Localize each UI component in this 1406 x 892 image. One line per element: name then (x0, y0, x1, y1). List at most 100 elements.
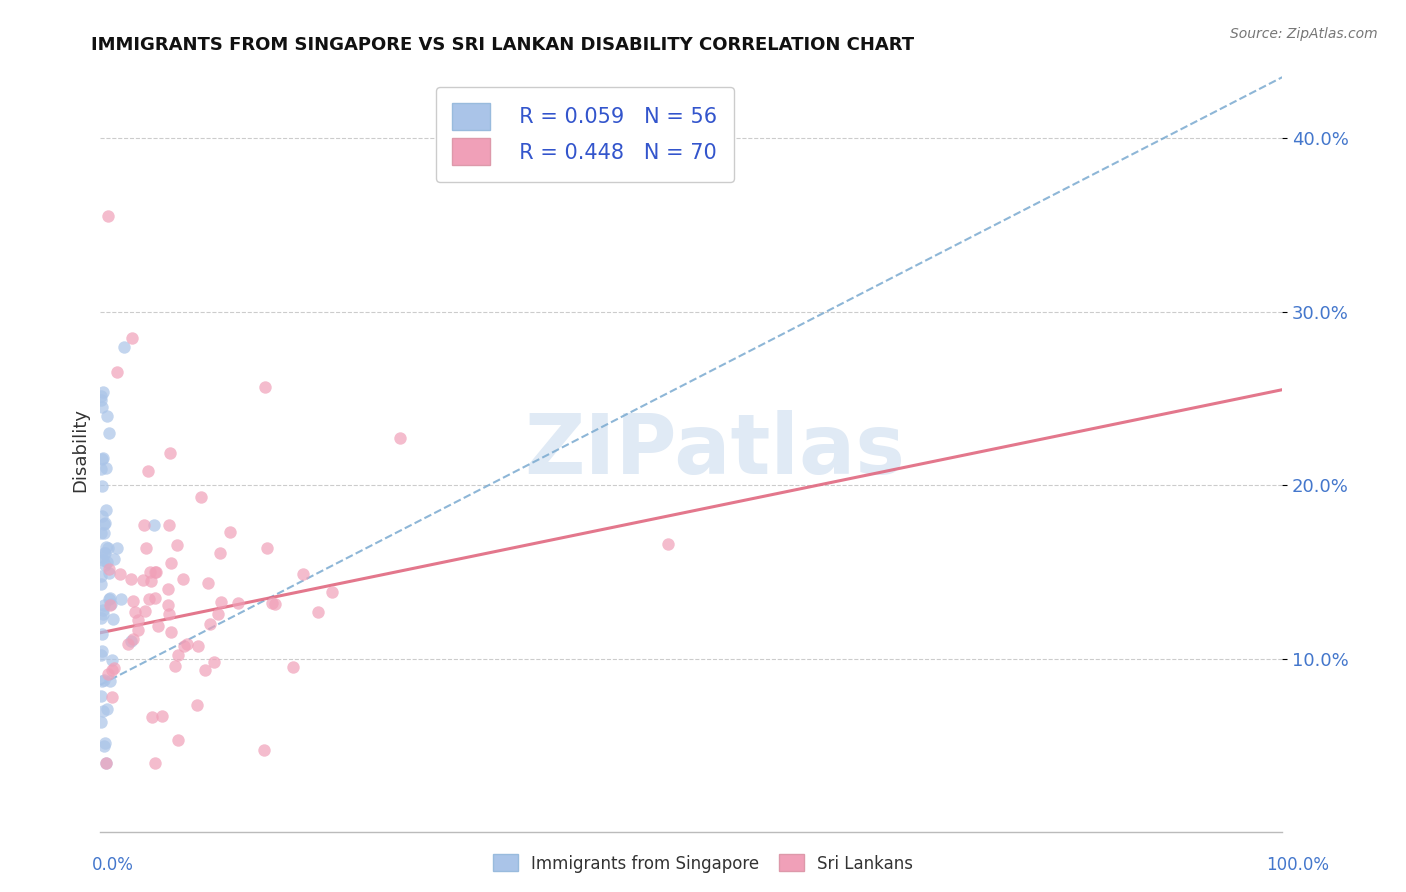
Point (93, 552, 115, 566)
Point (186, 698, 208, 712)
Point (97, 666, 120, 681)
Point (110, 591, 132, 606)
Point (146, 619, 169, 633)
Point (209, 594, 232, 608)
Point (94, 460, 117, 475)
Point (103, 552, 125, 566)
Point (93, 546, 115, 560)
Point (91, 607, 114, 622)
Point (264, 597, 287, 611)
Point (132, 518, 155, 533)
Point (157, 518, 180, 533)
Point (94, 756, 117, 770)
Point (96, 756, 118, 770)
Point (160, 624, 183, 639)
Point (194, 663, 217, 677)
Point (321, 584, 343, 599)
Point (90, 400, 112, 414)
Point (283, 659, 305, 673)
Point (139, 565, 162, 579)
Point (94, 736, 117, 750)
Point (96, 555, 118, 569)
Point (121, 594, 143, 608)
Point (91, 508, 114, 523)
Point (307, 605, 329, 619)
Point (135, 541, 157, 555)
Point (100, 690, 122, 704)
Point (94, 503, 117, 517)
Point (90, 452, 112, 467)
Point (122, 632, 145, 646)
Point (90, 569, 112, 583)
Point (254, 379, 277, 393)
Point (97, 425, 120, 440)
Point (198, 616, 221, 631)
Point (108, 567, 131, 582)
Point (91, 673, 114, 688)
Point (98, 591, 121, 606)
Point (159, 446, 181, 460)
Point (121, 330, 143, 344)
Legend:   R = 0.059   N = 56,   R = 0.448   N = 70: R = 0.059 N = 56, R = 0.448 N = 70 (436, 87, 734, 182)
Point (136, 465, 159, 479)
Point (176, 637, 198, 651)
Point (93, 558, 115, 572)
Point (124, 605, 146, 619)
Point (97, 566, 120, 580)
Text: Source: ZipAtlas.com: Source: ZipAtlas.com (1230, 27, 1378, 41)
Point (96, 540, 118, 554)
Point (90, 715, 112, 730)
Point (90, 525, 112, 540)
Point (101, 663, 124, 677)
Point (134, 604, 156, 618)
Point (145, 565, 167, 579)
Point (120, 573, 142, 587)
Point (93, 546, 115, 560)
Text: 0.0%: 0.0% (91, 855, 134, 873)
Point (209, 546, 232, 560)
Point (96, 701, 118, 715)
Text: ZIPatlas: ZIPatlas (524, 410, 905, 491)
Point (105, 541, 128, 555)
Point (143, 517, 166, 532)
Point (101, 612, 124, 626)
Point (260, 596, 283, 610)
Point (90, 462, 112, 476)
Point (97, 541, 120, 556)
Point (100, 597, 122, 611)
Point (91, 704, 114, 718)
Point (202, 655, 225, 669)
Point (172, 572, 194, 586)
Point (143, 565, 166, 579)
Point (117, 636, 139, 650)
Point (166, 538, 188, 552)
Point (90, 389, 112, 403)
Point (90, 577, 112, 591)
Point (165, 659, 187, 673)
Point (218, 525, 240, 540)
Point (173, 640, 195, 654)
Text: IMMIGRANTS FROM SINGAPORE VS SRI LANKAN DISABILITY CORRELATION CHART: IMMIGRANTS FROM SINGAPORE VS SRI LANKAN … (91, 36, 914, 54)
Point (143, 756, 166, 770)
Text: 100.0%: 100.0% (1265, 855, 1329, 873)
Point (96, 409, 118, 423)
Point (94, 516, 117, 530)
Point (97, 209, 120, 223)
Point (91, 603, 114, 617)
Point (98, 562, 121, 576)
Point (253, 743, 276, 757)
Point (90, 648, 112, 663)
Point (90, 392, 112, 407)
Point (657, 536, 679, 550)
Point (93, 739, 115, 754)
Legend: Immigrants from Singapore, Sri Lankans: Immigrants from Singapore, Sri Lankans (486, 847, 920, 880)
Y-axis label: Disability: Disability (72, 409, 89, 492)
Point (90, 690, 112, 704)
Point (90, 549, 112, 564)
Point (226, 596, 249, 610)
Point (93, 384, 115, 399)
Point (127, 623, 149, 637)
Point (93, 673, 115, 687)
Point (166, 648, 188, 663)
Point (112, 340, 135, 354)
